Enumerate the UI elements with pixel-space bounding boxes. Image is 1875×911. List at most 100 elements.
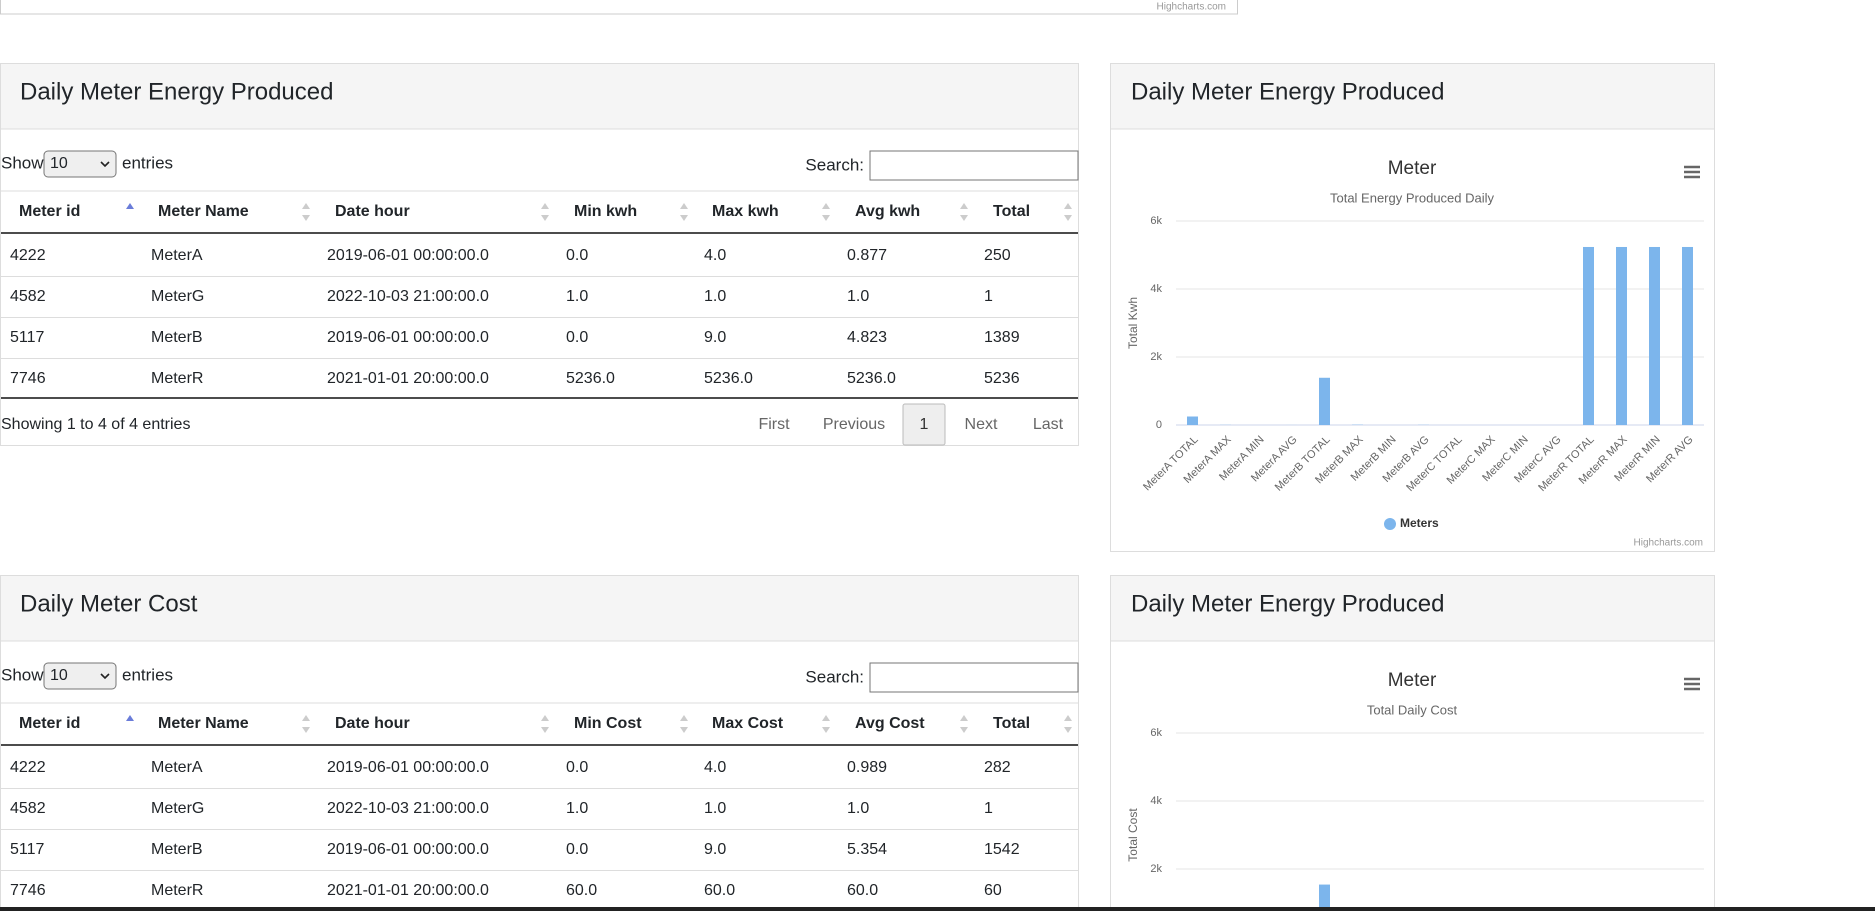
legend-symbol[interactable] — [1384, 518, 1396, 530]
table-cell: 5117 — [10, 841, 45, 858]
sort-up — [302, 715, 310, 721]
page-length-select[interactable] — [43, 150, 117, 178]
search-input[interactable] — [869, 662, 1079, 693]
pagination-button[interactable]: Next — [965, 416, 998, 433]
y-axis-label: Total Kwh — [1126, 297, 1140, 349]
column-header[interactable]: Min Cost — [574, 715, 642, 732]
bar[interactable] — [1649, 246, 1660, 425]
table-cell: 60.0 — [704, 882, 735, 899]
sort-down — [302, 727, 310, 733]
column-header[interactable]: Meter Name — [158, 715, 249, 732]
bar[interactable] — [1682, 246, 1693, 425]
table-cell: MeterA — [151, 759, 203, 776]
table-cell: 1.0 — [847, 800, 869, 817]
table-cell: 60.0 — [847, 882, 878, 899]
sort-up — [302, 203, 310, 209]
sort-up — [960, 715, 968, 721]
table-cell: MeterG — [151, 288, 204, 305]
column-header[interactable]: Date hour — [335, 203, 410, 220]
pagination-button[interactable]: Previous — [823, 416, 885, 433]
table-cell: 1 — [984, 800, 993, 817]
table-cell: 0.0 — [566, 759, 588, 776]
table-cell: 0.0 — [566, 247, 588, 264]
table-cell: 1 — [984, 288, 993, 305]
sort-up — [680, 203, 688, 209]
entries-label: entries — [122, 153, 173, 172]
select-chevron — [100, 673, 110, 680]
column-header[interactable]: Min kwh — [574, 203, 637, 220]
column-header[interactable]: Max Cost — [712, 715, 784, 732]
legend-label[interactable]: Meters — [1400, 516, 1439, 530]
sort-up — [960, 203, 968, 209]
table-cell: 4222 — [10, 247, 46, 264]
column-header[interactable]: Total — [993, 203, 1030, 220]
search-label: Search: — [805, 155, 864, 174]
chart-title: Meter — [1388, 670, 1437, 691]
table-cell: 2021-01-01 20:00:00.0 — [327, 882, 489, 899]
table-cell: MeterB — [151, 841, 203, 858]
pagination-button[interactable]: First — [758, 416, 790, 433]
table-cell: 2019-06-01 00:00:00.0 — [327, 759, 489, 776]
bar[interactable] — [1616, 246, 1627, 425]
column-header[interactable]: Avg Cost — [855, 715, 925, 732]
pagination-button[interactable]: 1 — [920, 416, 929, 433]
table-cell: 60 — [984, 882, 1002, 899]
page-length-value: 10 — [50, 667, 68, 684]
panel-title: Daily Meter Cost — [20, 590, 198, 617]
y-axis-label: Total Cost — [1126, 808, 1140, 862]
show-label: Show — [1, 665, 44, 684]
table-info: Showing 1 to 4 of 4 entries — [1, 416, 190, 433]
y-tick-label: 2k — [1150, 863, 1162, 875]
search-input[interactable] — [869, 150, 1079, 181]
table-cell: 2022-10-03 21:00:00.0 — [327, 288, 489, 305]
bar[interactable] — [1583, 246, 1594, 425]
bar[interactable] — [1319, 377, 1330, 425]
sort-up — [1064, 203, 1072, 209]
sort-down — [680, 727, 688, 733]
table-cell: 0.877 — [847, 247, 887, 264]
sort-down — [822, 215, 830, 221]
current-page-box[interactable] — [902, 403, 946, 446]
table-cell: 4222 — [10, 759, 46, 776]
table-cell: 2022-10-03 21:00:00.0 — [327, 800, 489, 817]
y-tick-label: 2k — [1150, 351, 1162, 363]
page-length-select[interactable] — [43, 662, 117, 690]
sort-down — [541, 215, 549, 221]
bar[interactable] — [1319, 884, 1330, 911]
sort-up — [541, 203, 549, 209]
sort-up — [541, 715, 549, 721]
bar[interactable] — [1187, 416, 1198, 426]
column-header[interactable]: Total — [993, 715, 1030, 732]
select-chevron — [100, 161, 110, 168]
show-label: Show — [1, 153, 44, 172]
panel-title: Daily Meter Energy Produced — [1131, 590, 1444, 617]
page-length-value: 10 — [50, 155, 68, 172]
column-header[interactable]: Meter Name — [158, 203, 249, 220]
table-cell: 0.989 — [847, 759, 887, 776]
column-header[interactable]: Max kwh — [712, 203, 779, 220]
sort-down — [541, 727, 549, 733]
column-header[interactable]: Meter id — [19, 715, 80, 732]
table-cell: 5236.0 — [704, 370, 753, 387]
entries-label: entries — [122, 665, 173, 684]
sort-up — [126, 715, 134, 721]
table-cell: 7746 — [10, 370, 46, 387]
sort-down — [822, 727, 830, 733]
chart-credit: Highcharts.com — [1157, 2, 1226, 13]
column-header[interactable]: Avg kwh — [855, 203, 920, 220]
table-cell: 7746 — [10, 882, 46, 899]
column-header[interactable]: Date hour — [335, 715, 410, 732]
pagination-button[interactable]: Last — [1033, 416, 1064, 433]
y-tick-label: 0 — [1156, 419, 1162, 431]
table-cell: 2019-06-01 00:00:00.0 — [327, 841, 489, 858]
table-cell: 1.0 — [847, 288, 869, 305]
y-tick-label: 6k — [1150, 727, 1162, 739]
bottom-bar — [0, 907, 1875, 911]
column-header[interactable]: Meter id — [19, 203, 80, 220]
table-cell: 4582 — [10, 800, 46, 817]
sort-down — [1064, 727, 1072, 733]
table-cell: 60.0 — [566, 882, 597, 899]
table-cell: 282 — [984, 759, 1011, 776]
